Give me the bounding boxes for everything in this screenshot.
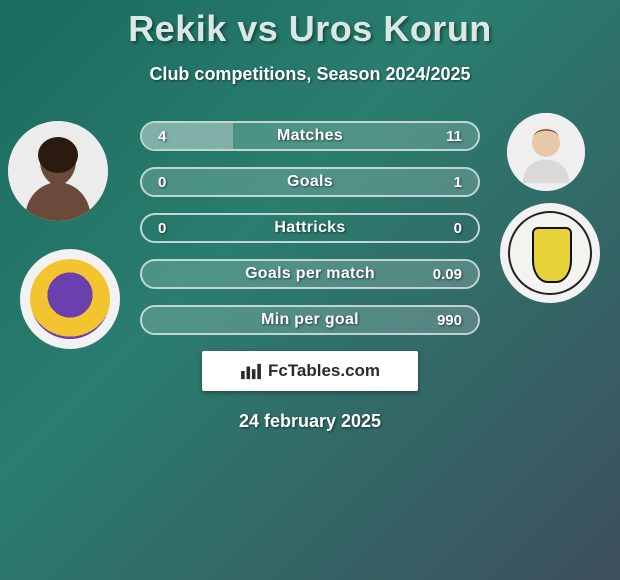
bar-chart-icon xyxy=(240,362,262,380)
comparison-panel: 4Matches110Goals10Hattricks0Goals per ma… xyxy=(0,121,620,432)
date-label: 24 february 2025 xyxy=(0,411,620,432)
stat-label: Goals xyxy=(142,173,478,191)
stat-value-right: 990 xyxy=(437,312,462,329)
stat-value-left: 4 xyxy=(158,128,166,145)
stat-label: Min per goal xyxy=(142,311,478,329)
player-left-avatar xyxy=(8,121,108,221)
source-badge-label: FcTables.com xyxy=(268,361,380,381)
player-right-avatar xyxy=(507,113,585,191)
stat-bar: 0Hattricks0 xyxy=(140,213,480,243)
person-icon xyxy=(8,121,108,221)
stat-value-right: 11 xyxy=(446,128,462,145)
stat-bar-list: 4Matches110Goals10Hattricks0Goals per ma… xyxy=(140,121,480,335)
person-icon xyxy=(507,113,585,191)
stat-value-right: 0.09 xyxy=(433,266,462,283)
stat-bar: Min per goal990 xyxy=(140,305,480,335)
page-title: Rekik vs Uros Korun xyxy=(0,0,620,50)
stat-label: Goals per match xyxy=(142,265,478,283)
stat-bar: Goals per match0.09 xyxy=(140,259,480,289)
stat-label: Matches xyxy=(142,127,478,145)
source-badge[interactable]: FcTables.com xyxy=(202,351,418,391)
stat-value-right: 1 xyxy=(454,174,462,191)
stat-bar: 0Goals1 xyxy=(140,167,480,197)
shield-icon xyxy=(508,211,592,295)
stat-value-left: 0 xyxy=(158,220,166,237)
stat-value-left: 0 xyxy=(158,174,166,191)
stat-bar: 4Matches11 xyxy=(140,121,480,151)
club-right-crest xyxy=(500,203,600,303)
stat-label: Hattricks xyxy=(142,219,478,237)
subtitle: Club competitions, Season 2024/2025 xyxy=(0,64,620,85)
club-left-crest xyxy=(20,249,120,349)
shield-icon xyxy=(30,259,110,339)
stat-value-right: 0 xyxy=(454,220,462,237)
